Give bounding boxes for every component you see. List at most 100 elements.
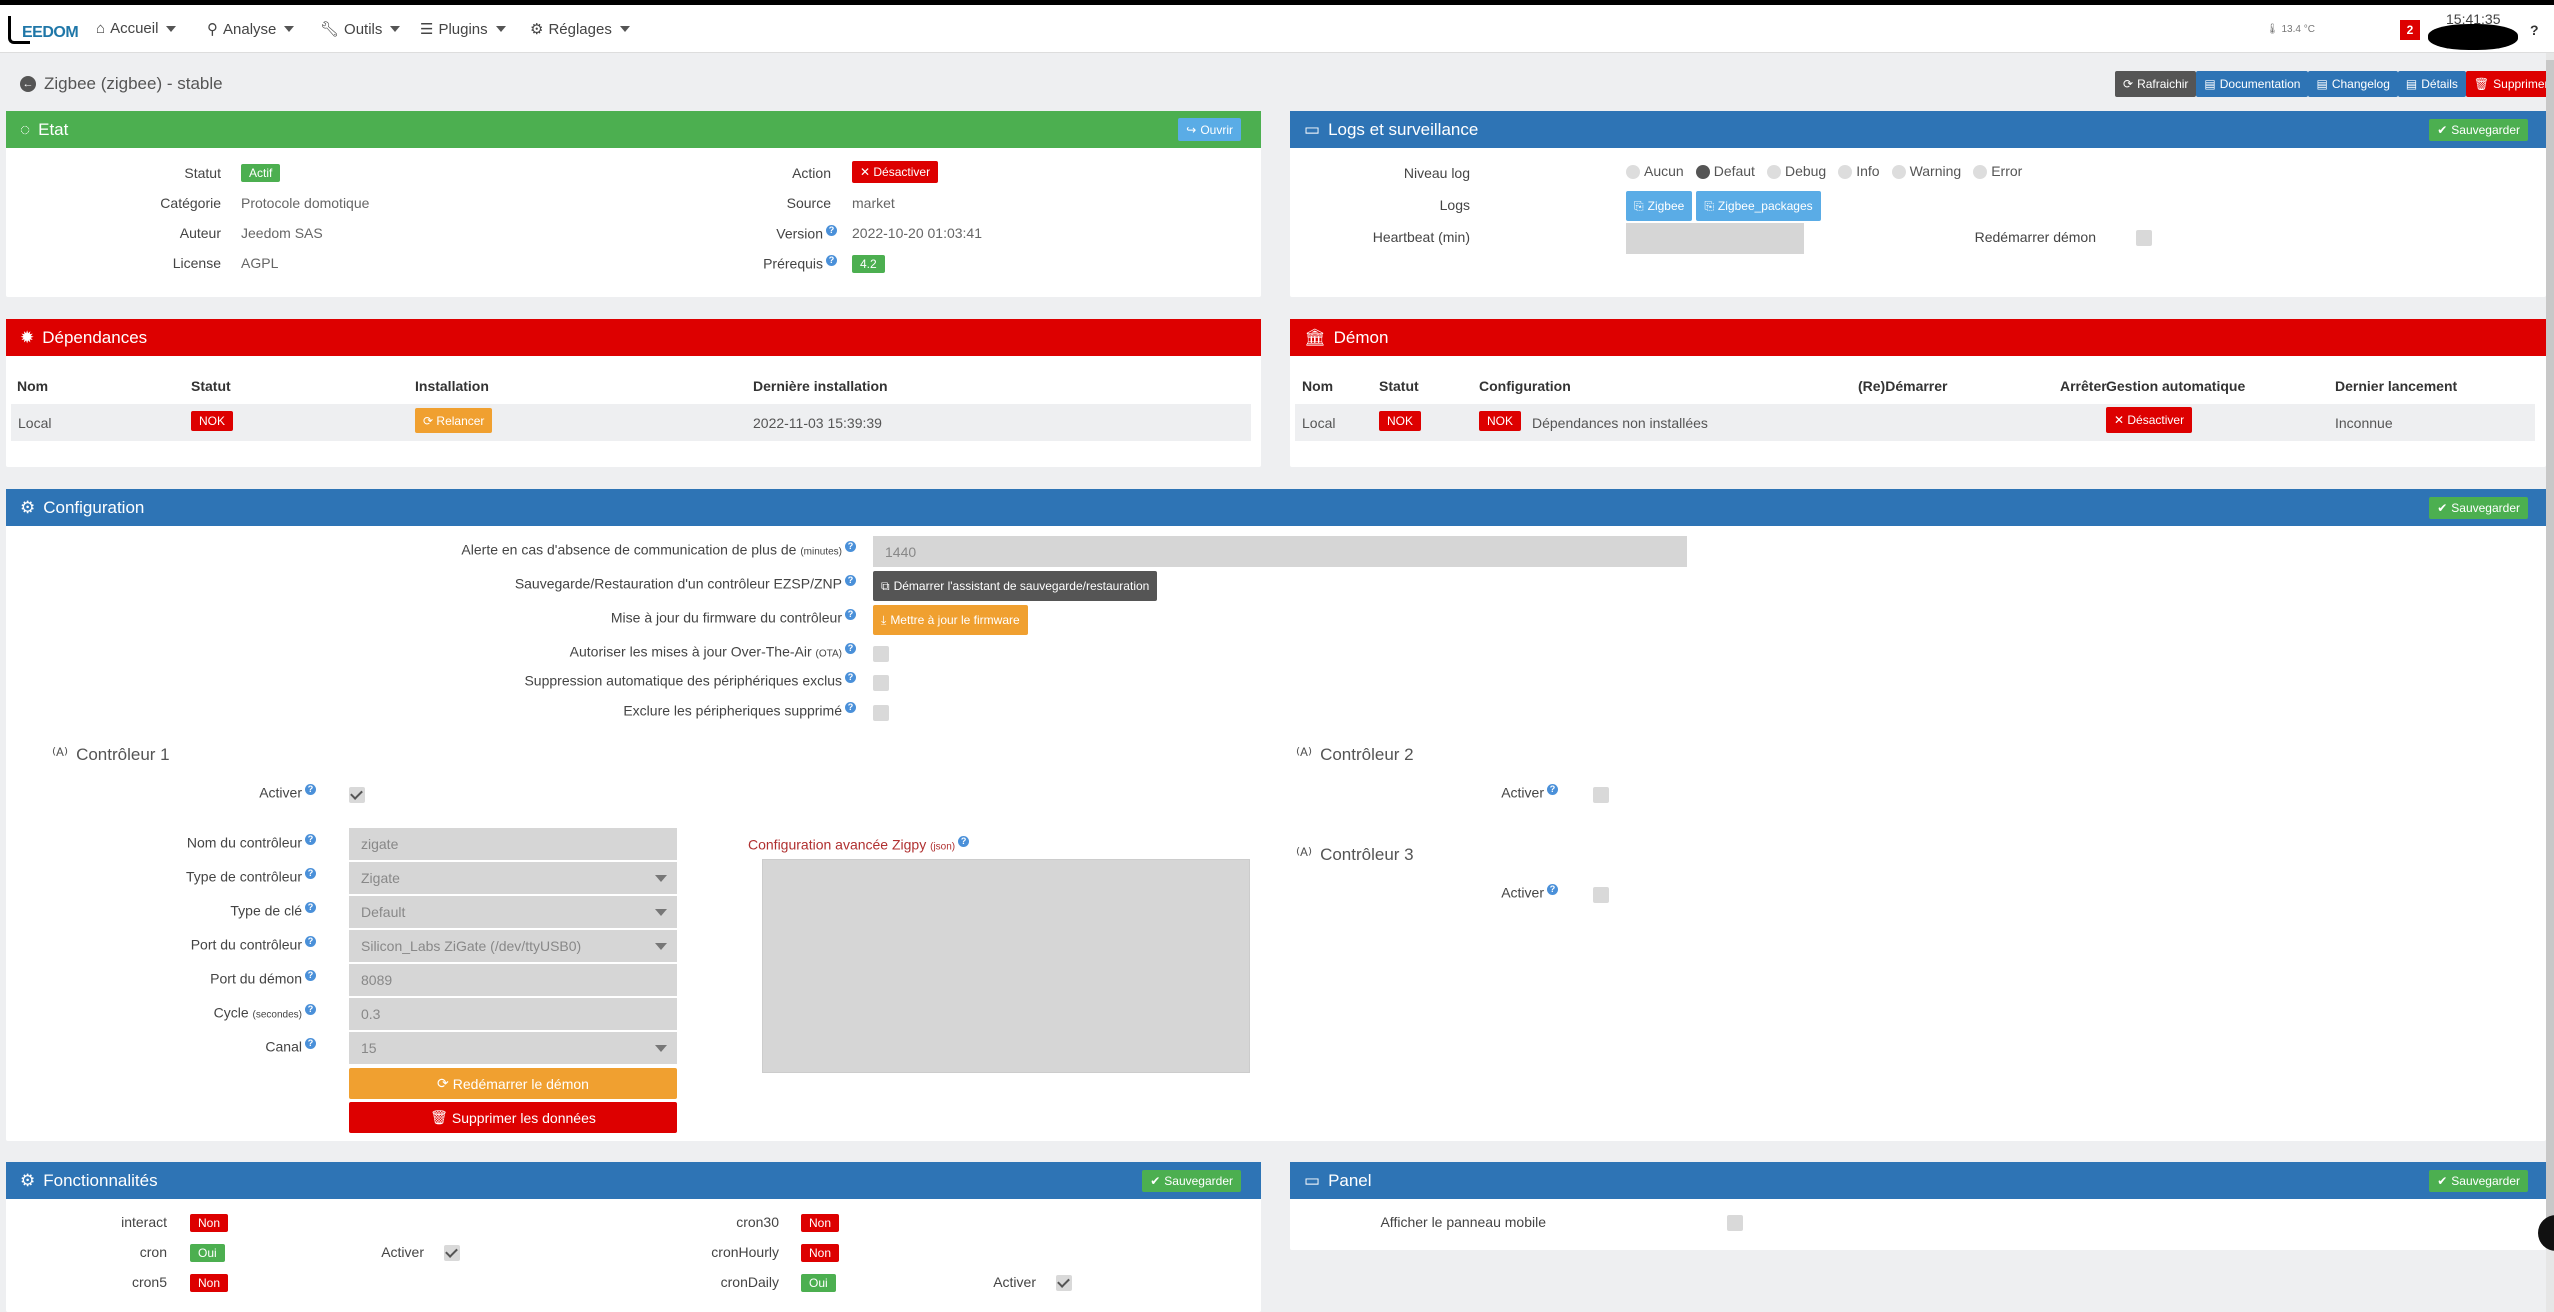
logs-save-button[interactable]: ✔ Sauvegarder xyxy=(2429,119,2528,141)
radio-warning[interactable]: Warning xyxy=(1891,163,1961,180)
menu-outils[interactable]: 🔧︎ Outils xyxy=(320,20,401,38)
home-icon: ⌂ xyxy=(96,20,106,37)
c1-activer-checkbox[interactable] xyxy=(349,787,365,803)
user-redacted[interactable] xyxy=(2428,24,2518,50)
version-value: 2022-10-20 01:03:41 xyxy=(852,225,982,241)
cycle-input[interactable]: 0.3 xyxy=(349,998,677,1031)
scrollbar-thumb[interactable] xyxy=(2546,60,2554,1240)
restart-demon-button[interactable]: ⟳ Redémarrer le démon xyxy=(349,1068,677,1099)
fonc-save-button[interactable]: ✔ Sauvegarder xyxy=(1142,1170,1241,1192)
gear-icon: ⚙ xyxy=(530,21,544,38)
advanced-config-textarea[interactable] xyxy=(762,859,1250,1073)
ota-checkbox[interactable] xyxy=(873,646,889,662)
clock: 15:41:35 xyxy=(2446,11,2501,27)
col-dernier-lancement: Dernier lancement xyxy=(2335,378,2458,394)
help-icon: ? xyxy=(845,702,856,713)
nom-controleur-input[interactable]: zigate xyxy=(349,828,677,861)
version-label: Version? xyxy=(776,225,837,242)
delete-plugin-button[interactable]: 🗑︎ Supprimer xyxy=(2465,71,2554,97)
controleur-3-title: ⁽ᴬ⁾ Contrôleur 3 xyxy=(1296,845,1414,864)
type-cle-select[interactable]: Default xyxy=(349,896,677,929)
fonc-cron30-label: cron30 xyxy=(736,1214,779,1230)
heartbeat-input[interactable] xyxy=(1626,223,1804,255)
disable-button[interactable]: ✕ Désactiver xyxy=(852,161,939,183)
fonc-interact-badge: Non xyxy=(190,1214,229,1232)
floating-chat-button[interactable] xyxy=(2538,1215,2554,1251)
info-icon: ▤ xyxy=(2405,77,2418,91)
help-icon[interactable]: ? xyxy=(2530,22,2539,38)
col-redemarrer: (Re)Démarrer xyxy=(1858,378,1948,394)
delete-data-button[interactable]: 🗑︎ Supprimer les données xyxy=(349,1102,677,1133)
monitor-icon: ▭ xyxy=(1304,119,1321,139)
c1-activer-label: Activer? xyxy=(259,784,316,801)
help-icon: ? xyxy=(305,834,316,845)
copy-icon: ⧉ xyxy=(881,578,890,593)
fonc-cron-activer-checkbox[interactable] xyxy=(444,1245,460,1261)
refresh-icon: ⟳ xyxy=(423,413,434,428)
port-controleur-select[interactable]: Silicon_Labs ZiGate (/dev/ttyUSB0) xyxy=(349,930,677,963)
menu-reglages[interactable]: ⚙ Réglages xyxy=(530,20,630,38)
trash-icon: 🗑︎ xyxy=(2473,77,2490,91)
controleur-2-title: ⁽ᴬ⁾ Contrôleur 2 xyxy=(1296,745,1414,764)
auteur-value: Jeedom SAS xyxy=(241,225,323,241)
mobile-panel-checkbox[interactable] xyxy=(1727,1215,1743,1231)
changelog-button[interactable]: ▤ Changelog xyxy=(2308,71,2398,97)
temperature-widget: 🌡︎ 13.4 °C xyxy=(2266,24,2315,35)
col-statut: Statut xyxy=(191,378,231,394)
menu-analyse[interactable]: ⚲ Analyse xyxy=(207,20,295,38)
radio-aucun[interactable]: Aucun xyxy=(1626,163,1684,180)
c3-activer-checkbox[interactable] xyxy=(1593,887,1609,903)
statut-badge: Actif xyxy=(241,164,281,182)
controleur-1-title: ⁽ᴬ⁾ Contrôleur 1 xyxy=(52,745,170,764)
config-save-button[interactable]: ✔ Sauvegarder xyxy=(2429,497,2528,519)
back-arrow-icon[interactable]: ← xyxy=(20,76,36,92)
suppression-checkbox[interactable] xyxy=(873,675,889,691)
fonc-cron-badge: Oui xyxy=(190,1244,225,1262)
share-icon: ↪ xyxy=(1186,122,1197,137)
open-button[interactable]: ↪ Ouvrir xyxy=(1178,118,1241,141)
dependances-header: ✹ Dépendances xyxy=(6,319,1261,356)
col-arreter: Arrêter xyxy=(2060,378,2107,394)
page-title: ← Zigbee (zigbee) - stable xyxy=(20,74,223,94)
c2-activer-checkbox[interactable] xyxy=(1593,787,1609,803)
restart-demon-label: Redémarrer démon xyxy=(1974,229,2096,245)
analyse-icon: ⚲ xyxy=(207,21,218,38)
firmware-update-button[interactable]: ⤓ Mettre à jour le firmware xyxy=(873,605,1028,635)
chevron-down-icon xyxy=(166,25,177,32)
configuration-header: ⚙ Configuration xyxy=(6,489,2546,526)
relancer-button[interactable]: ⟳ Relancer xyxy=(415,408,493,433)
exclude-checkbox[interactable] xyxy=(873,705,889,721)
menu-plugins[interactable]: ☰ Plugins xyxy=(420,20,506,38)
radio-error[interactable]: Error xyxy=(1973,163,2022,180)
chevron-down-icon xyxy=(495,26,506,32)
radio-info[interactable]: Info xyxy=(1838,163,1880,180)
port-demon-label: Port du démon? xyxy=(210,970,316,987)
log-zigbee-button[interactable]: ⎘ Zigbee xyxy=(1626,191,1693,221)
radio-debug[interactable]: Debug xyxy=(1766,163,1826,180)
restart-demon-checkbox[interactable] xyxy=(2136,230,2152,246)
backup-assistant-button[interactable]: ⧉ Démarrer l'assistant de sauvegarde/rest… xyxy=(873,571,1158,601)
log-zigbee-packages-button[interactable]: ⎘ Zigbee_packages xyxy=(1696,191,1821,221)
type-controleur-select[interactable]: Zigate xyxy=(349,862,677,895)
configuration-panel: ⚙ Configuration ✔ Sauvegarder Alerte en ca… xyxy=(6,489,2546,1141)
canal-select[interactable]: 15 xyxy=(349,1032,677,1065)
jeedom-logo[interactable]: EEDOM xyxy=(8,16,79,46)
col-nom: Nom xyxy=(1302,378,1334,394)
alerte-input[interactable]: 1440 xyxy=(873,536,1687,568)
radio-defaut[interactable]: Defaut xyxy=(1695,163,1755,180)
c3-activer-label: Activer? xyxy=(1501,884,1558,901)
gestion-desactiver-button[interactable]: ✕ Désactiver xyxy=(2106,407,2193,433)
details-button[interactable]: ▤ Détails xyxy=(2397,71,2466,97)
book-icon: ▤ xyxy=(2316,77,2328,91)
c2-activer-label: Activer? xyxy=(1501,784,1558,801)
panel-save-button[interactable]: ✔ Sauvegarder xyxy=(2429,1170,2528,1192)
log-level-radios: Aucun Defaut Debug Info Warning Error xyxy=(1626,163,2022,180)
menu-accueil[interactable]: ⌂ Accueil xyxy=(96,20,177,37)
fonc-crondaily-activer-checkbox[interactable] xyxy=(1056,1275,1072,1291)
help-icon: ? xyxy=(305,1004,316,1015)
notification-badge[interactable]: 2 xyxy=(2400,20,2420,40)
refresh-button[interactable]: ⟳ Rafraichir xyxy=(2115,71,2197,97)
documentation-button[interactable]: ▤ Documentation xyxy=(2196,71,2309,97)
port-demon-input[interactable]: 8089 xyxy=(349,964,677,997)
panel-panel: ▭ Panel ✔ Sauvegarder Afficher le panneau … xyxy=(1290,1162,2546,1250)
